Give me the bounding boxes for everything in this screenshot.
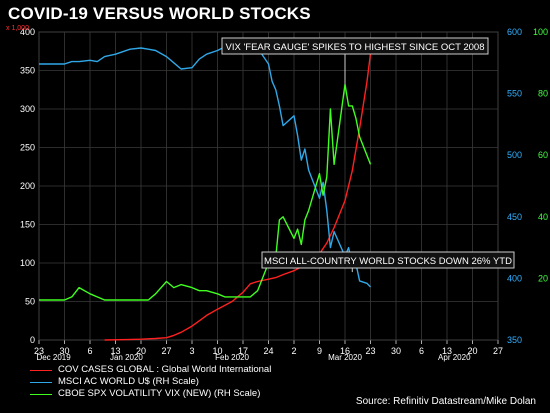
legend-label-cases: COV CASES GLOBAL : Global World Internat… bbox=[58, 364, 272, 375]
y-left-tick-label: 400 bbox=[20, 27, 35, 37]
legend: COV CASES GLOBAL : Global World Internat… bbox=[30, 364, 271, 400]
legend-label-msci: MSCI AC WORLD U$ (RH Scale) bbox=[58, 376, 199, 387]
y-right-msci-tick-label: 500 bbox=[507, 150, 522, 160]
series-line-cases bbox=[104, 53, 372, 341]
legend-item-msci: MSCI AC WORLD U$ (RH Scale) bbox=[30, 376, 271, 388]
y-right-msci-tick-label: 600 bbox=[507, 27, 522, 37]
y-right-vix-tick-label: 100 bbox=[533, 27, 548, 37]
x-tick-label: 27 bbox=[493, 346, 503, 356]
annotation-box-msci bbox=[261, 251, 515, 269]
series-line-vix bbox=[39, 83, 372, 301]
x-tick-label: 13 bbox=[110, 346, 120, 356]
y-left-tick-label: 250 bbox=[20, 143, 35, 153]
x-tick-label: 20 bbox=[136, 346, 146, 356]
x-tick-label: 23 bbox=[365, 346, 375, 356]
y-right-msci-tick-label: 550 bbox=[507, 89, 522, 99]
annotation-text-vix: VIX 'FEAR GAUGE' SPIKES TO HIGHEST SINCE… bbox=[226, 42, 485, 53]
x-tick-label: 13 bbox=[442, 346, 452, 356]
y-right-msci-tick-label: 450 bbox=[507, 212, 522, 222]
legend-item-cases: COV CASES GLOBAL : Global World Internat… bbox=[30, 364, 271, 376]
x-tick-label: 3 bbox=[189, 346, 194, 356]
legend-swatch-cases bbox=[30, 369, 52, 371]
y-left-tick-label: 100 bbox=[20, 258, 35, 268]
legend-label-vix: CBOE SPX VOLATILITY VIX (NEW) (RH Scale) bbox=[58, 388, 261, 399]
legend-swatch-msci bbox=[30, 381, 52, 383]
y-right-msci-tick-label: 350 bbox=[507, 335, 522, 345]
x-month-label: Mar 2020 bbox=[328, 353, 362, 362]
y-left-tick-label: 50 bbox=[25, 297, 35, 307]
y-right-vix-tick-label: 20 bbox=[538, 273, 548, 283]
y-left-axis-label: x 1,000 bbox=[6, 25, 29, 32]
y-left-tick-label: 150 bbox=[20, 220, 35, 230]
x-tick-label: 30 bbox=[391, 346, 401, 356]
x-month-label: Feb 2020 bbox=[215, 353, 249, 362]
legend-item-vix: CBOE SPX VOLATILITY VIX (NEW) (RH Scale) bbox=[30, 388, 271, 400]
y-left-tick-label: 200 bbox=[20, 181, 35, 191]
y-left-tick-label: 350 bbox=[20, 66, 35, 76]
x-tick-label: 9 bbox=[317, 346, 322, 356]
legend-swatch-vix bbox=[30, 393, 52, 395]
x-tick-label: 2 bbox=[291, 346, 296, 356]
x-tick-label: 30 bbox=[59, 346, 69, 356]
x-month-label: Apr 2020 bbox=[438, 353, 471, 362]
x-tick-label: 23 bbox=[34, 346, 44, 356]
x-tick-label: 6 bbox=[419, 346, 424, 356]
chart-title: COVID-19 VERSUS WORLD STOCKS bbox=[8, 4, 311, 23]
annotation-text-msci: MSCI ALL-COUNTRY WORLD STOCKS DOWN 26% Y… bbox=[264, 256, 512, 267]
x-month-label: Dec 2019 bbox=[36, 353, 71, 362]
x-tick-label: 10 bbox=[212, 346, 222, 356]
y-left-tick-label: 300 bbox=[20, 104, 35, 114]
y-left-tick-label: 0 bbox=[30, 335, 35, 345]
x-tick-label: 20 bbox=[467, 346, 477, 356]
x-tick-label: 24 bbox=[263, 346, 273, 356]
y-right-vix-tick-label: 80 bbox=[538, 89, 548, 99]
y-right-vix-tick-label: 60 bbox=[538, 150, 548, 160]
x-tick-label: 16 bbox=[340, 346, 350, 356]
y-right-vix-tick-label: 40 bbox=[538, 212, 548, 222]
source-note: Source: Refinitiv Datastream/Mike Dolan bbox=[355, 396, 536, 407]
y-right-msci-tick-label: 400 bbox=[507, 273, 522, 283]
x-tick-label: 17 bbox=[238, 346, 248, 356]
x-month-label: Jan 2020 bbox=[110, 353, 143, 362]
x-tick-label: 27 bbox=[161, 346, 171, 356]
annotation-box-vix bbox=[221, 37, 489, 55]
x-tick-label: 6 bbox=[87, 346, 92, 356]
